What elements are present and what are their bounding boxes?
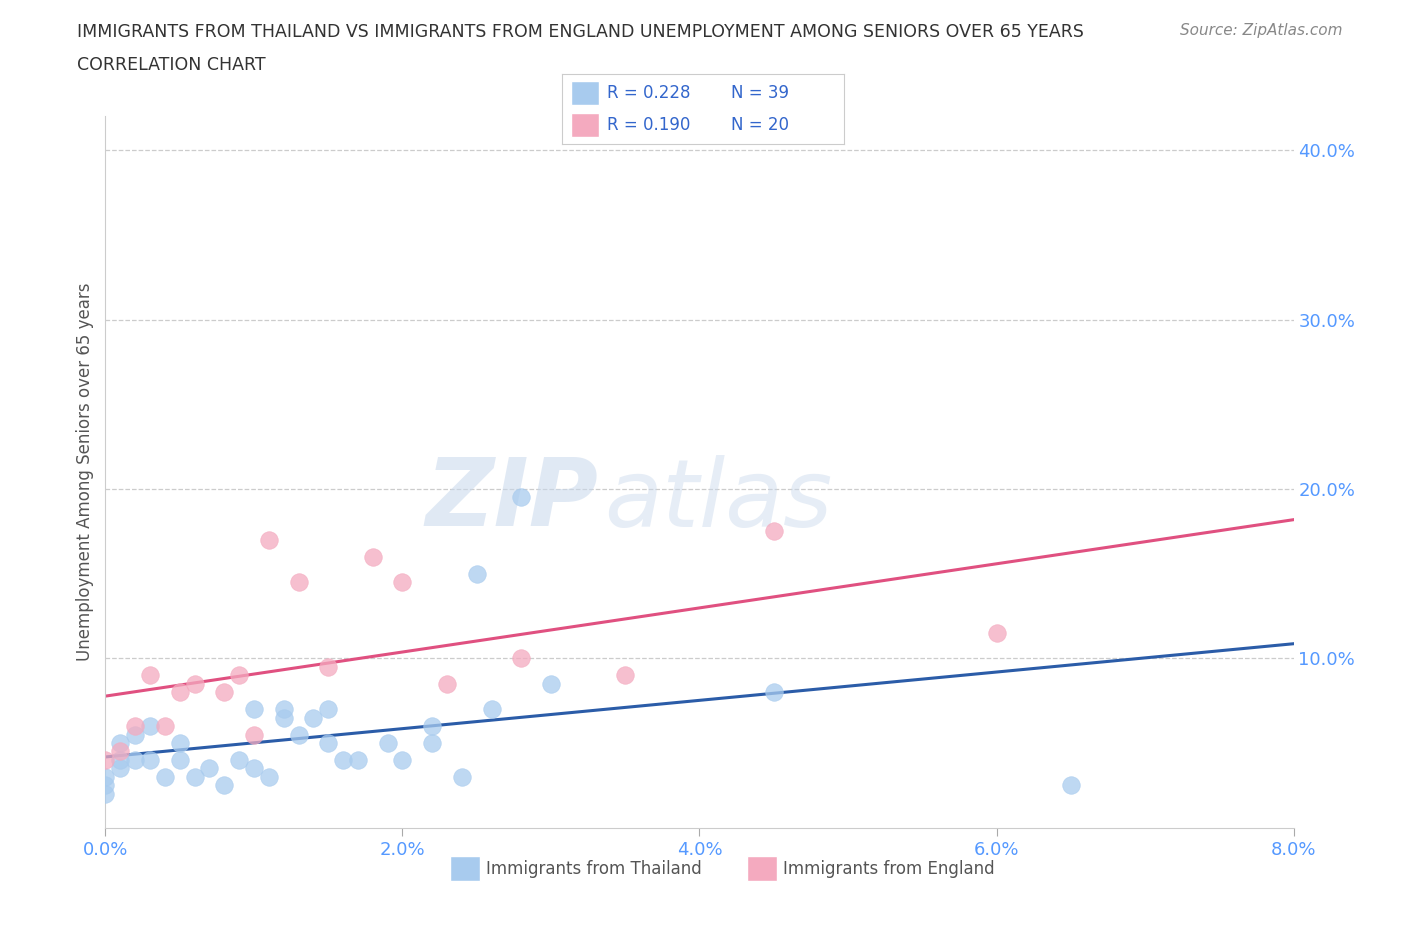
Text: ZIP: ZIP (426, 455, 599, 547)
Point (420, 736, 443, 751)
Point (169, 684, 191, 699)
Point (169, 736, 191, 751)
FancyBboxPatch shape (571, 82, 599, 105)
Text: IMMIGRANTS FROM THAILAND VS IMMIGRANTS FROM ENGLAND UNEMPLOYMENT AMONG SENIORS O: IMMIGRANTS FROM THAILAND VS IMMIGRANTS F… (77, 23, 1084, 41)
Point (110, 736, 132, 751)
Point (214, 777, 236, 792)
Point (228, 752, 250, 767)
Y-axis label: Unemployment Among Seniors over 65 years: Unemployment Among Seniors over 65 years (76, 283, 94, 661)
Text: N = 39: N = 39 (731, 85, 789, 102)
Point (361, 550, 384, 565)
Point (110, 744, 132, 759)
Point (481, 701, 503, 716)
Text: atlas: atlas (605, 455, 832, 546)
Point (228, 668, 250, 683)
Point (243, 701, 266, 716)
Point (124, 727, 146, 742)
Point (183, 676, 205, 691)
Point (762, 524, 785, 538)
Text: R = 0.228: R = 0.228 (607, 85, 690, 102)
Point (153, 719, 176, 734)
Point (436, 676, 458, 691)
Text: R = 0.190: R = 0.190 (607, 116, 690, 134)
FancyBboxPatch shape (571, 113, 599, 138)
FancyBboxPatch shape (747, 857, 776, 881)
Point (183, 769, 205, 784)
Point (153, 769, 176, 784)
Point (139, 719, 162, 734)
FancyBboxPatch shape (450, 857, 479, 881)
Point (465, 566, 488, 581)
Point (1060, 777, 1083, 792)
Point (316, 701, 339, 716)
Text: CORRELATION CHART: CORRELATION CHART (77, 56, 266, 73)
Point (124, 752, 146, 767)
Point (510, 651, 533, 666)
Point (986, 626, 1008, 641)
Point (302, 711, 325, 725)
Point (94, 752, 117, 767)
Point (169, 752, 191, 767)
Point (450, 769, 472, 784)
Point (762, 684, 785, 699)
Text: Immigrants from England: Immigrants from England (783, 860, 994, 878)
Point (243, 727, 266, 742)
Point (287, 575, 309, 590)
Point (614, 668, 637, 683)
Point (332, 752, 354, 767)
Point (273, 711, 295, 725)
Point (124, 719, 146, 734)
Point (391, 752, 413, 767)
Point (257, 769, 280, 784)
Point (347, 752, 370, 767)
Point (316, 736, 339, 751)
Point (420, 719, 443, 734)
Point (377, 736, 399, 751)
Point (540, 676, 562, 691)
Point (94, 777, 117, 792)
Point (287, 727, 309, 742)
Point (214, 684, 236, 699)
Point (110, 752, 132, 767)
Point (139, 752, 162, 767)
Point (391, 575, 413, 590)
Point (257, 532, 280, 547)
Text: N = 20: N = 20 (731, 116, 789, 134)
Point (316, 659, 339, 674)
Point (510, 490, 533, 505)
Point (198, 761, 221, 776)
Point (94, 769, 117, 784)
Point (94, 787, 117, 802)
Point (243, 761, 266, 776)
Text: Source: ZipAtlas.com: Source: ZipAtlas.com (1180, 23, 1343, 38)
Point (139, 668, 162, 683)
Point (273, 701, 295, 716)
Text: Immigrants from Thailand: Immigrants from Thailand (485, 860, 702, 878)
Point (110, 761, 132, 776)
